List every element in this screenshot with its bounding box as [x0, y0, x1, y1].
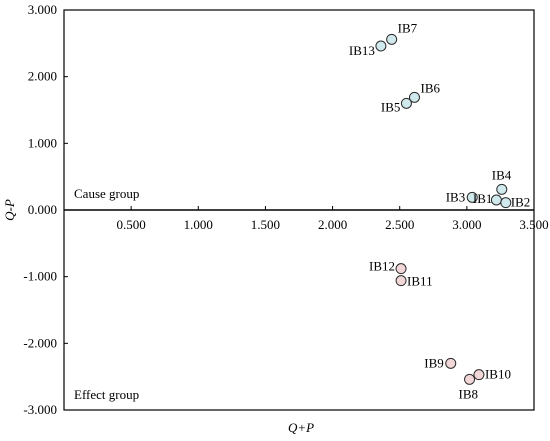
point-label: IB9	[424, 355, 444, 370]
point-label: IB7	[398, 20, 418, 35]
x-tick-label: 1.000	[184, 217, 213, 232]
y-tick-label: 2.000	[28, 69, 57, 84]
point-label: IB6	[420, 80, 440, 95]
data-point	[445, 357, 457, 369]
data-point	[500, 197, 512, 209]
data-points	[375, 33, 512, 385]
y-tick-label: 1.000	[28, 135, 57, 150]
point-label: IB2	[511, 195, 531, 210]
data-point	[375, 40, 387, 52]
x-tick-label: 2.500	[385, 217, 414, 232]
data-point	[400, 97, 412, 109]
point-label: IB8	[459, 386, 479, 401]
y-tick-label: -3.000	[23, 402, 57, 417]
point-labels: IB1 IB2 IB3 IB4 IB5 IB6 IB7 IB13 IB8 IB9 IB10 IB11 I…	[349, 20, 530, 401]
x-tick-label: 2.000	[318, 217, 347, 232]
data-point	[386, 33, 398, 45]
y-tick-label: 0.000	[28, 202, 57, 217]
data-point	[395, 263, 407, 275]
point-label: IB10	[485, 367, 511, 382]
point-label: IB4	[492, 167, 512, 182]
x-tick-label: 3.000	[452, 217, 481, 232]
data-point	[466, 191, 478, 203]
y-tick-label: -1.000	[23, 269, 57, 284]
point-label: IB5	[381, 99, 401, 114]
x-tick-label: 0.500	[117, 217, 146, 232]
data-point	[408, 91, 420, 103]
point-label: IB3	[446, 189, 466, 204]
data-point	[490, 194, 502, 206]
point-label: IB12	[369, 259, 395, 274]
point-label: IB1	[473, 191, 493, 206]
data-point	[473, 369, 485, 381]
y-tick-label: 3.000	[28, 2, 57, 17]
x-tick-labels: 0.500 1.000 1.500 2.000 2.500 3.000 3.500	[117, 206, 549, 232]
point-label: IB13	[349, 43, 375, 58]
x-tick-label: 3.500	[519, 217, 548, 232]
data-point	[496, 183, 508, 195]
x-axis-title: Q+P	[288, 420, 314, 435]
point-label: IB11	[407, 274, 433, 289]
x-tick-label: 1.500	[251, 217, 280, 232]
y-tick-label: -2.000	[23, 335, 57, 350]
y-tick-labels: 3.000 2.000 1.000 0.000 -1.000 -2.000 -3.000	[23, 2, 68, 417]
data-point	[395, 275, 407, 287]
effect-group-label: Effect group	[74, 387, 139, 402]
y-axis-title: Q-P	[2, 199, 17, 221]
cause-group-label: Cause group	[74, 186, 139, 201]
data-point	[464, 373, 476, 385]
